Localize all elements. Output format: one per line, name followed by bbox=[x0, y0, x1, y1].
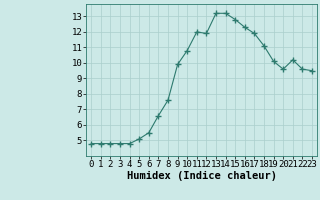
X-axis label: Humidex (Indice chaleur): Humidex (Indice chaleur) bbox=[127, 171, 276, 181]
